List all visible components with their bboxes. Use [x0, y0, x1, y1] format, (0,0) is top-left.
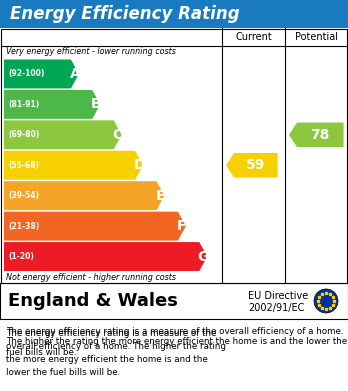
- Text: (69-80): (69-80): [8, 130, 39, 139]
- Polygon shape: [226, 153, 278, 178]
- Text: 2002/91/EC: 2002/91/EC: [248, 303, 304, 313]
- Bar: [0, 0, 348, 28]
- Text: The energy efficiency rating is a measure of the: The energy efficiency rating is a measur…: [6, 329, 216, 338]
- Text: G: G: [198, 249, 209, 264]
- Polygon shape: [4, 242, 207, 271]
- Text: EU Directive: EU Directive: [248, 291, 308, 301]
- Text: F: F: [177, 219, 187, 233]
- Text: (81-91): (81-91): [8, 100, 39, 109]
- Text: Potential: Potential: [294, 32, 338, 42]
- Text: (55-68): (55-68): [8, 161, 39, 170]
- Polygon shape: [4, 212, 186, 240]
- Polygon shape: [4, 90, 100, 119]
- Text: E: E: [156, 189, 165, 203]
- Polygon shape: [4, 120, 122, 149]
- Text: C: C: [112, 128, 123, 142]
- Text: lower the fuel bills will be.: lower the fuel bills will be.: [6, 368, 120, 377]
- Polygon shape: [4, 151, 143, 180]
- Text: B: B: [91, 97, 102, 111]
- Circle shape: [314, 289, 338, 313]
- Text: Energy Efficiency Rating: Energy Efficiency Rating: [10, 5, 240, 23]
- Text: Very energy efficient - lower running costs: Very energy efficient - lower running co…: [6, 47, 176, 57]
- Text: overall efficiency of a home. The higher the rating: overall efficiency of a home. The higher…: [6, 342, 226, 351]
- Text: the more energy efficient the home is and the: the more energy efficient the home is an…: [6, 355, 208, 364]
- Polygon shape: [4, 59, 79, 88]
- Text: England & Wales: England & Wales: [8, 292, 178, 310]
- Text: (1-20): (1-20): [8, 252, 34, 261]
- Text: 59: 59: [246, 158, 266, 172]
- Text: The energy efficiency rating is a measure of the overall efficiency of a home. T: The energy efficiency rating is a measur…: [6, 327, 347, 357]
- Polygon shape: [289, 122, 343, 147]
- Text: A: A: [70, 67, 80, 81]
- Text: Not energy efficient - higher running costs: Not energy efficient - higher running co…: [6, 273, 176, 282]
- Bar: [0, 319, 348, 391]
- Bar: [1, 29, 347, 283]
- Text: (39-54): (39-54): [8, 191, 39, 200]
- Text: 78: 78: [311, 128, 330, 142]
- Text: (92-100): (92-100): [8, 70, 45, 79]
- Text: Current: Current: [235, 32, 272, 42]
- Text: D: D: [133, 158, 145, 172]
- Bar: [0, 283, 348, 319]
- Polygon shape: [4, 181, 165, 210]
- Text: (21-38): (21-38): [8, 222, 39, 231]
